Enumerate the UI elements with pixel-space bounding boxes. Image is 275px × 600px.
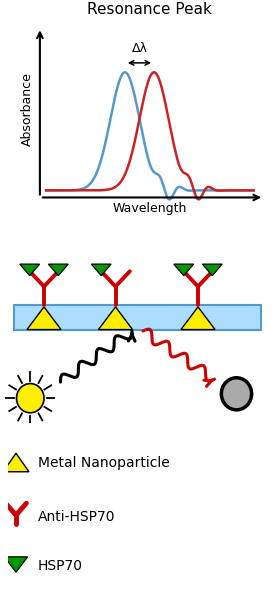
Polygon shape: [174, 264, 194, 275]
Polygon shape: [20, 264, 40, 275]
Text: Anti-HSP70: Anti-HSP70: [38, 511, 116, 524]
Y-axis label: Absorbance: Absorbance: [21, 73, 34, 146]
Text: HSP70: HSP70: [38, 559, 83, 573]
Polygon shape: [91, 264, 111, 275]
Polygon shape: [27, 307, 61, 329]
Polygon shape: [48, 264, 68, 275]
Polygon shape: [3, 453, 29, 472]
Polygon shape: [181, 307, 215, 329]
Circle shape: [221, 378, 252, 410]
Title: Resonance Peak: Resonance Peak: [87, 2, 212, 17]
Text: Δλ: Δλ: [131, 41, 147, 55]
Polygon shape: [202, 264, 222, 275]
X-axis label: Wavelength: Wavelength: [113, 202, 187, 215]
Polygon shape: [98, 307, 133, 329]
Polygon shape: [4, 557, 28, 572]
Bar: [14, 305, 261, 329]
Text: Metal Nanoparticle: Metal Nanoparticle: [38, 456, 170, 470]
Circle shape: [16, 383, 44, 413]
